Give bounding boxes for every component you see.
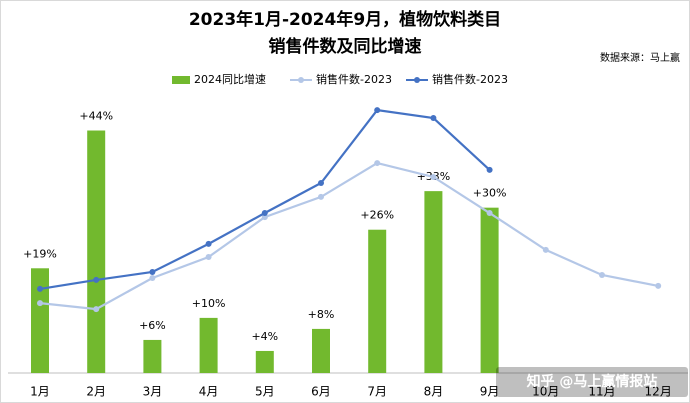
legend-swatch	[172, 76, 190, 84]
marker	[37, 285, 43, 292]
marker	[542, 246, 549, 253]
marker	[205, 240, 212, 247]
bar	[255, 350, 274, 373]
bar	[368, 229, 387, 373]
bar	[143, 339, 162, 373]
x-tick-label: 10月	[532, 385, 559, 399]
marker	[261, 210, 268, 217]
marker	[374, 160, 381, 167]
data-label: +8%	[308, 308, 335, 321]
x-tick-label: 3月	[143, 385, 163, 399]
x-tick-label: 6月	[311, 385, 331, 399]
marker	[37, 300, 43, 307]
data-label: +4%	[251, 330, 278, 343]
legend-label: 销售件数-2023	[432, 72, 508, 86]
data-label: +10%	[192, 297, 226, 310]
marker	[149, 274, 156, 281]
x-tick-label: 2月	[86, 385, 106, 399]
data-label: +30%	[473, 187, 507, 200]
line	[39, 161, 659, 311]
marker	[486, 210, 493, 217]
marker	[655, 282, 662, 289]
legend-label: 2024同比增速	[194, 72, 266, 86]
x-tick-label: 4月	[199, 385, 219, 399]
marker	[599, 271, 605, 278]
data-label: +44%	[79, 110, 113, 123]
legend-swatch	[414, 77, 420, 83]
bar	[424, 191, 443, 373]
marker	[93, 306, 100, 313]
x-tick-label: 1月	[30, 385, 50, 399]
x-tick-label: 7月	[367, 385, 387, 399]
x-tick-label: 12月	[645, 385, 672, 399]
data-label: +26%	[360, 209, 394, 222]
marker	[486, 166, 493, 173]
bar	[480, 207, 499, 373]
source: 数据来源：马上赢	[600, 51, 680, 64]
marker	[205, 253, 212, 260]
x-tick-label: 5月	[255, 385, 275, 399]
watermark: 知乎 @马上赢情报站	[527, 373, 658, 390]
data-label: +19%	[23, 247, 57, 260]
chart-title: 2023年1月-2024年9月，植物饮料类目	[189, 9, 501, 30]
marker	[318, 179, 324, 186]
bar	[87, 130, 106, 373]
chart-title: 销售件数及同比增速	[269, 36, 422, 57]
data-label: +6%	[139, 319, 166, 332]
watermark-bg	[496, 367, 688, 397]
legend-swatch	[298, 77, 304, 83]
marker	[93, 276, 100, 283]
marker	[430, 173, 437, 180]
x-tick-label: 9月	[480, 385, 500, 399]
marker	[149, 268, 156, 275]
legend-label: 销售件数-2023	[316, 72, 392, 86]
bar	[312, 328, 330, 373]
x-tick-label: 11月	[588, 385, 615, 399]
marker	[318, 193, 324, 200]
marker	[430, 115, 437, 122]
marker	[374, 107, 381, 114]
bar	[31, 268, 49, 373]
x-tick-label: 8月	[424, 385, 444, 399]
bar	[199, 317, 218, 373]
